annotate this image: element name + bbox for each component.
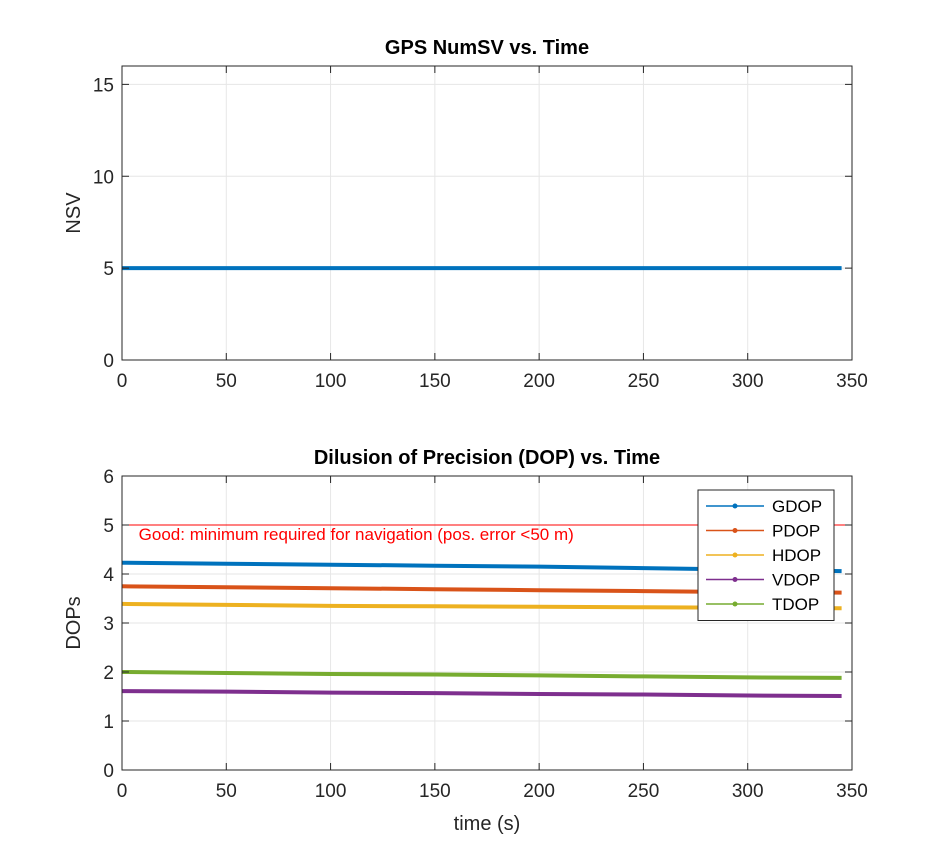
- legend-label-gdop: GDOP: [772, 497, 822, 516]
- x-tick-label: 150: [419, 371, 451, 392]
- x-tick-label: 0: [117, 781, 128, 802]
- x-tick-label: 300: [732, 781, 764, 802]
- legend: GDOP PDOP HDOP VDOP TDOP: [697, 489, 835, 621]
- x-tick-label: 350: [836, 371, 868, 392]
- y-tick-label: 1: [103, 712, 114, 733]
- y-axis-label: NSV: [63, 192, 85, 234]
- series-line-vdop: [121, 689, 842, 698]
- numsv-chart: 0 50 100 150 200 250 300 350 0 5 10 15 GPS NumSV vs.…: [63, 37, 868, 392]
- legend-label-hdop: HDOP: [772, 546, 821, 565]
- chart-title: Dilusion of Precision (DOP) vs. Time: [314, 447, 660, 469]
- legend-marker-tdop: [732, 601, 738, 607]
- x-tick-label: 100: [315, 371, 347, 392]
- y-tick-label: 6: [103, 467, 114, 488]
- legend-marker-pdop: [732, 528, 738, 533]
- legend-label-pdop: PDOP: [772, 522, 820, 541]
- y-tick-label: 5: [103, 259, 114, 280]
- chart-title: GPS NumSV vs. Time: [385, 37, 589, 59]
- x-tick-label: 350: [836, 781, 868, 802]
- y-tick-label: 0: [103, 351, 114, 372]
- series-line-tdop: [121, 670, 842, 680]
- x-tick-label: 50: [216, 371, 237, 392]
- x-tick-label: 200: [523, 781, 555, 802]
- x-tick-label: 0: [117, 371, 128, 392]
- x-tick-label: 100: [315, 781, 347, 802]
- legend-label-tdop: TDOP: [772, 595, 819, 614]
- x-tick-label: 300: [732, 371, 764, 392]
- x-axis-label: time (s): [454, 813, 521, 835]
- legend-marker-gdop: [732, 503, 738, 509]
- y-tick-label: 2: [103, 663, 114, 684]
- y-tick-label: 15: [93, 75, 114, 96]
- x-tick-label: 150: [419, 781, 451, 802]
- x-tick-label: 50: [216, 781, 237, 802]
- axes-box: [121, 65, 853, 361]
- plot-area: [122, 66, 852, 360]
- y-tick-label: 0: [103, 761, 114, 782]
- dop-chart: Good: minimum required for navigation (p…: [63, 447, 868, 835]
- y-tick-label: 5: [103, 516, 114, 537]
- legend-marker-vdop: [732, 577, 738, 582]
- x-tick-label: 250: [628, 781, 660, 802]
- annotation-text: Good: minimum required for navigation (p…: [139, 525, 574, 544]
- y-tick-label: 3: [103, 614, 114, 635]
- y-tick-label: 10: [93, 167, 114, 188]
- legend-marker-hdop: [732, 552, 738, 558]
- x-tick-label: 250: [628, 371, 660, 392]
- y-tick-label: 4: [103, 565, 114, 586]
- y-axis-label: DOPs: [63, 596, 85, 649]
- x-tick-label: 200: [523, 371, 555, 392]
- legend-label-vdop: VDOP: [772, 571, 820, 590]
